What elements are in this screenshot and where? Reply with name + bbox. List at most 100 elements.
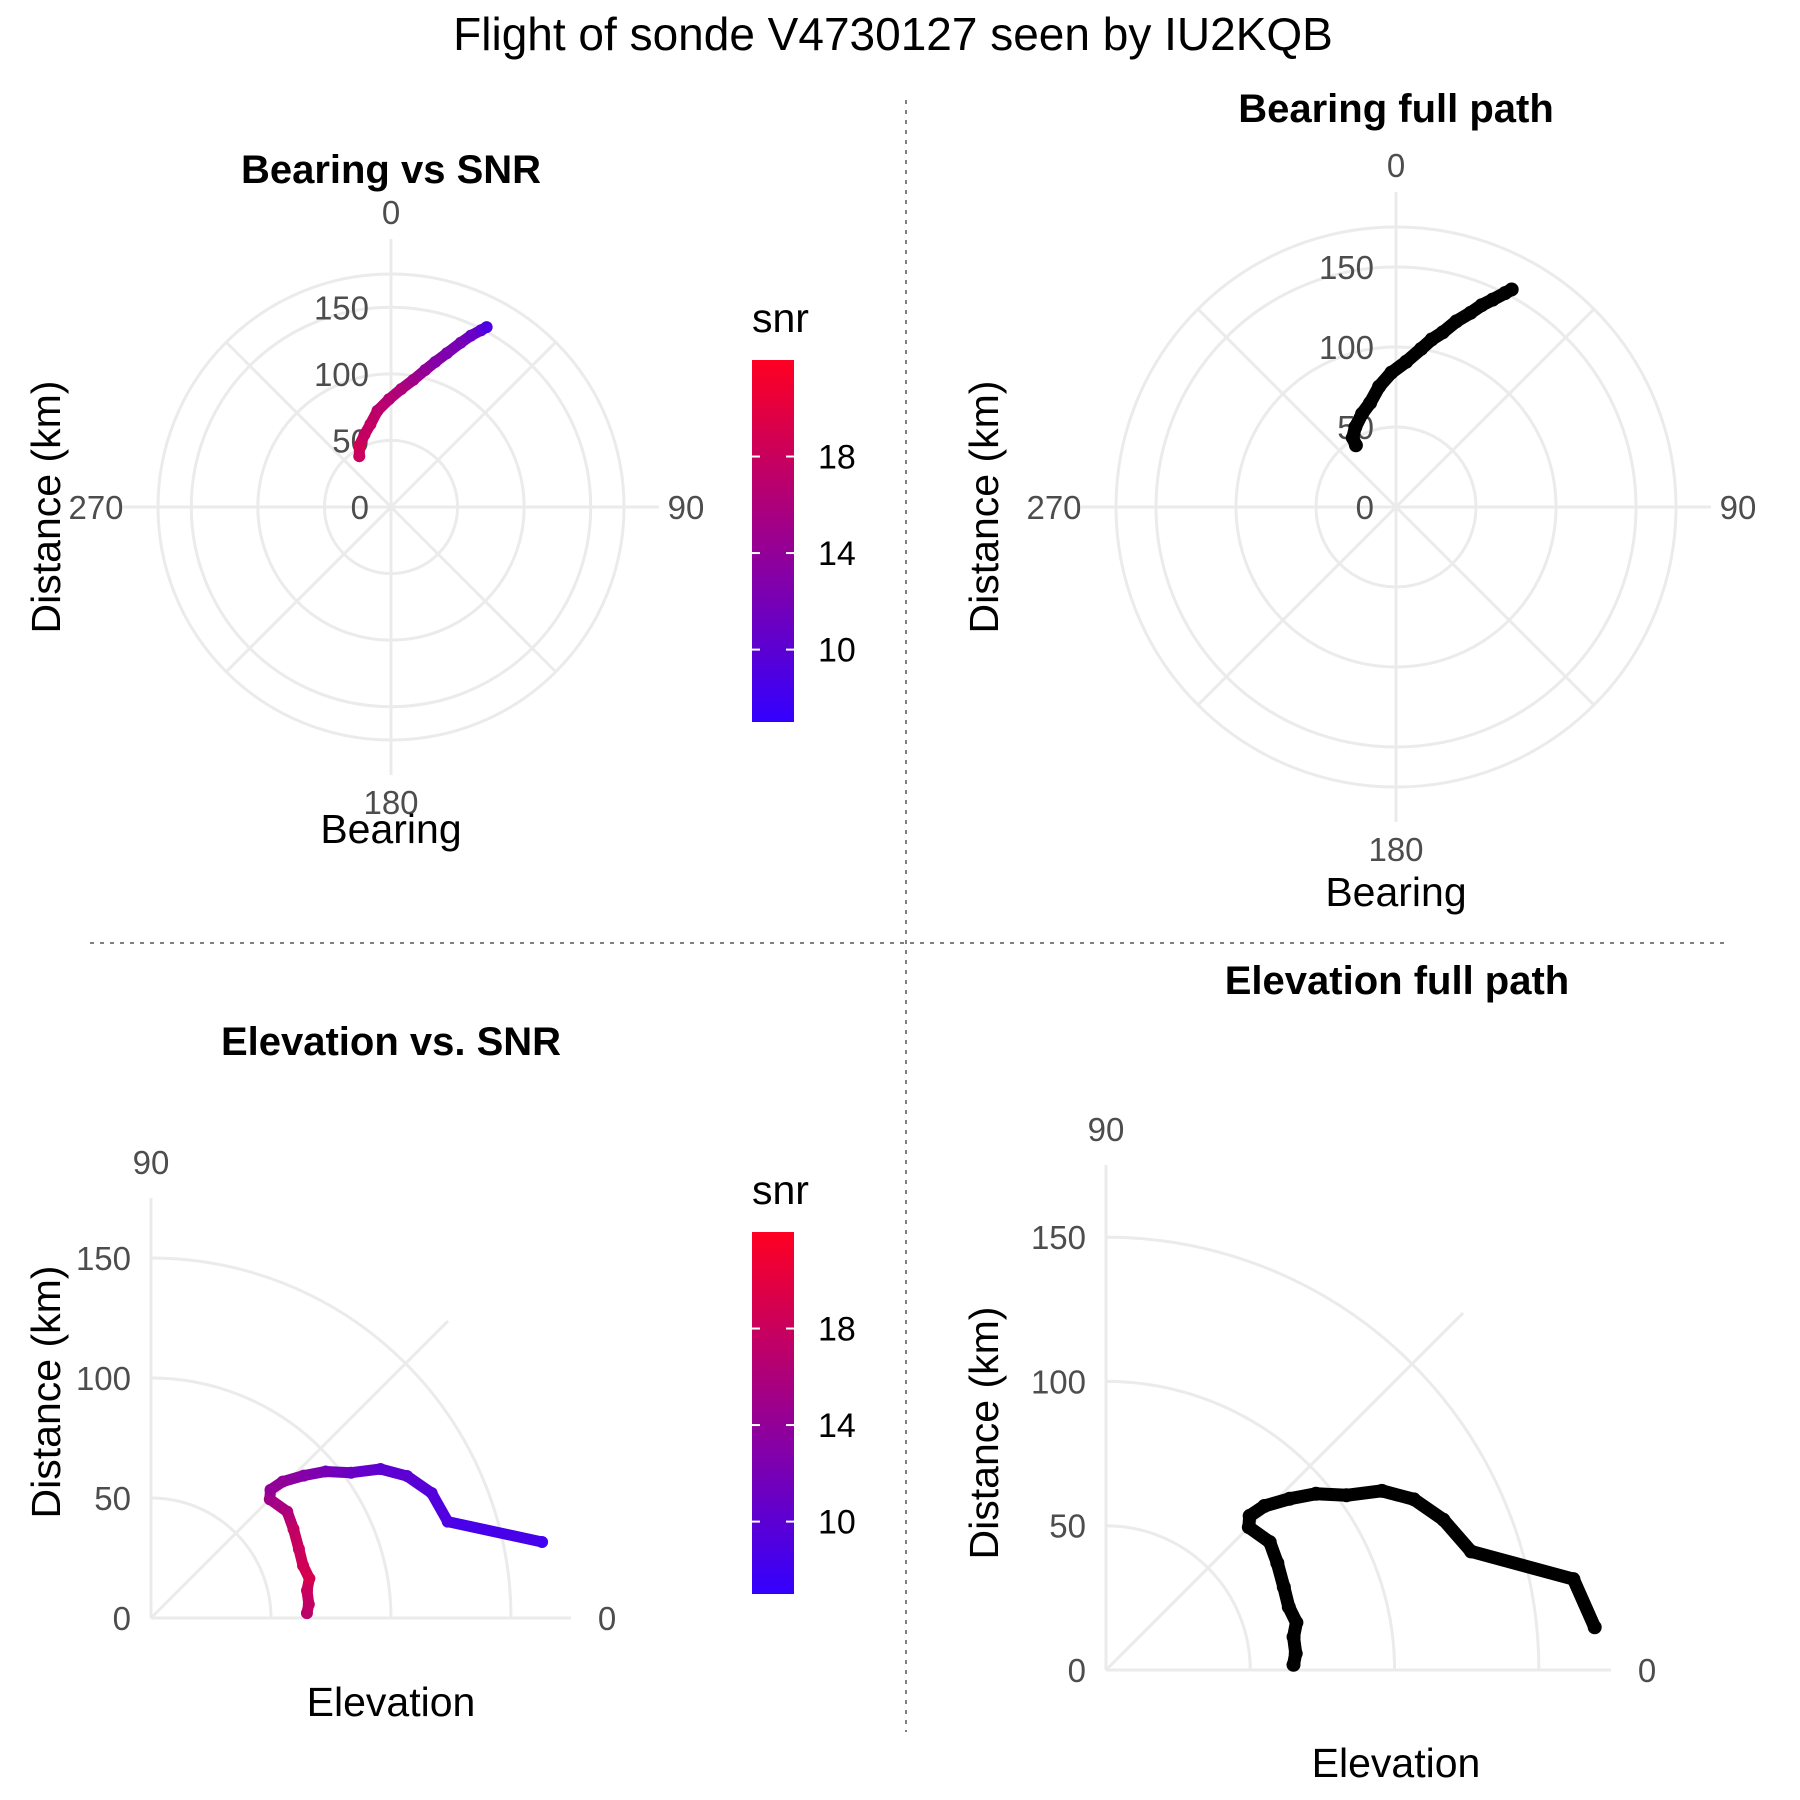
data-point — [358, 428, 371, 441]
colorbar-tick-label: 14 — [818, 1407, 856, 1445]
legend-title: snr — [752, 1167, 809, 1213]
colorbar-tick-label: 10 — [818, 1504, 856, 1542]
data-point — [1372, 379, 1387, 394]
data-point — [429, 355, 442, 368]
data-point — [1384, 365, 1399, 380]
grid-spoke-315 — [225, 341, 393, 509]
r-tick-label: 150 — [314, 289, 369, 326]
data-point — [1339, 1488, 1354, 1503]
data-point — [401, 1470, 414, 1483]
data-point — [344, 1466, 357, 1479]
data-point — [1414, 341, 1429, 356]
data-point — [1464, 1544, 1479, 1559]
data-point — [302, 1598, 315, 1611]
data-point — [1474, 298, 1489, 313]
data-point — [1363, 395, 1378, 410]
data-point — [1288, 1646, 1303, 1661]
data-point — [264, 1483, 277, 1496]
theta-tick-label: 0 — [382, 194, 400, 231]
data-point — [1449, 314, 1464, 329]
data-point — [536, 1535, 549, 1548]
panel-title: Elevation vs. SNR — [221, 1020, 561, 1064]
data-point — [292, 1543, 305, 1556]
data-point — [1355, 406, 1370, 421]
data-point — [1270, 1555, 1285, 1570]
grid-spoke-315 — [1196, 307, 1398, 509]
r-tick-label: 100 — [76, 1360, 131, 1397]
r-tick-label: 50 — [94, 1480, 131, 1517]
data-point — [425, 1487, 438, 1500]
data-point — [454, 336, 467, 349]
data-point — [441, 347, 454, 360]
theta-tick-label: 90 — [1720, 489, 1757, 526]
grid-spoke-135 — [1394, 505, 1596, 707]
y-axis-label: Distance (km) — [961, 381, 1007, 634]
data-point — [300, 1607, 313, 1620]
r-tick-label: 100 — [314, 356, 369, 393]
r-tick-label: 150 — [1319, 249, 1374, 286]
r-tick-label: 0 — [1356, 489, 1374, 526]
colorbar-tick-label: 18 — [818, 439, 856, 477]
theta-tick-label: 90 — [1088, 1111, 1125, 1148]
data-point — [374, 1462, 387, 1475]
data-path-segment — [442, 1516, 548, 1548]
data-point — [297, 1469, 310, 1482]
r-tick-label: 0 — [351, 489, 369, 526]
r-tick-label: 0 — [113, 1600, 131, 1637]
data-point — [383, 393, 396, 406]
panel-title: Bearing vs SNR — [241, 148, 541, 192]
theta-tick-label: 270 — [1026, 489, 1081, 526]
data-point — [1242, 1508, 1257, 1523]
grid-spoke-45 — [1394, 307, 1596, 509]
data-point — [1281, 1600, 1296, 1615]
data-point — [319, 1465, 332, 1478]
data-point — [1286, 1629, 1301, 1644]
data-point — [395, 382, 408, 395]
colorbar-tick-label: 10 — [818, 632, 856, 670]
data-point — [1504, 282, 1519, 297]
data-point — [1435, 325, 1450, 340]
data-point — [1587, 1620, 1602, 1635]
x-axis-label: Elevation — [307, 1679, 476, 1725]
panel-title: Elevation full path — [1225, 959, 1569, 1003]
data-point — [1566, 1572, 1581, 1587]
data-point — [1436, 1512, 1451, 1527]
data-point — [1406, 1492, 1421, 1507]
data-point — [287, 1522, 300, 1535]
data-point — [1309, 1486, 1324, 1501]
data-point — [281, 1505, 294, 1518]
data-point — [300, 1584, 313, 1597]
data-point — [419, 364, 432, 377]
panel-title: Bearing full path — [1238, 87, 1554, 131]
data-point — [1485, 292, 1500, 307]
data-point — [1463, 305, 1478, 320]
r-tick-label: 50 — [1049, 1508, 1086, 1545]
data-point — [1262, 1535, 1277, 1550]
colorbar — [752, 1232, 794, 1594]
data-point — [1276, 1580, 1291, 1595]
theta-tick-label: 180 — [363, 784, 418, 821]
colorbar-tick-label: 14 — [818, 535, 856, 573]
grid-spoke-45 — [389, 341, 557, 509]
data-path-segment — [1464, 1544, 1580, 1586]
data-point — [1399, 354, 1414, 369]
data-point — [371, 404, 384, 417]
theta-tick-label: 180 — [1368, 831, 1423, 868]
r-tick-label: 150 — [76, 1240, 131, 1277]
data-point — [1282, 1491, 1297, 1506]
data-point — [1289, 1615, 1304, 1630]
data-point — [303, 1572, 316, 1585]
theta-tick-label: 270 — [68, 489, 123, 526]
panel-elevation-vs-snr: Elevation vs. SNR 0 90 0 50 100 150 Elevation Di… — [23, 1020, 856, 1725]
grid-spoke-45 — [1104, 1311, 1465, 1672]
colorbar — [752, 360, 794, 722]
r-tick-label: 100 — [1031, 1363, 1086, 1400]
x-axis-label: Bearing — [1325, 869, 1466, 915]
theta-tick-label: 90 — [133, 1144, 170, 1181]
data-point — [1241, 1520, 1256, 1535]
grid-spoke-45 — [149, 1319, 450, 1620]
theta-tick-label: 0 — [1638, 1652, 1656, 1689]
data-point — [464, 329, 477, 342]
